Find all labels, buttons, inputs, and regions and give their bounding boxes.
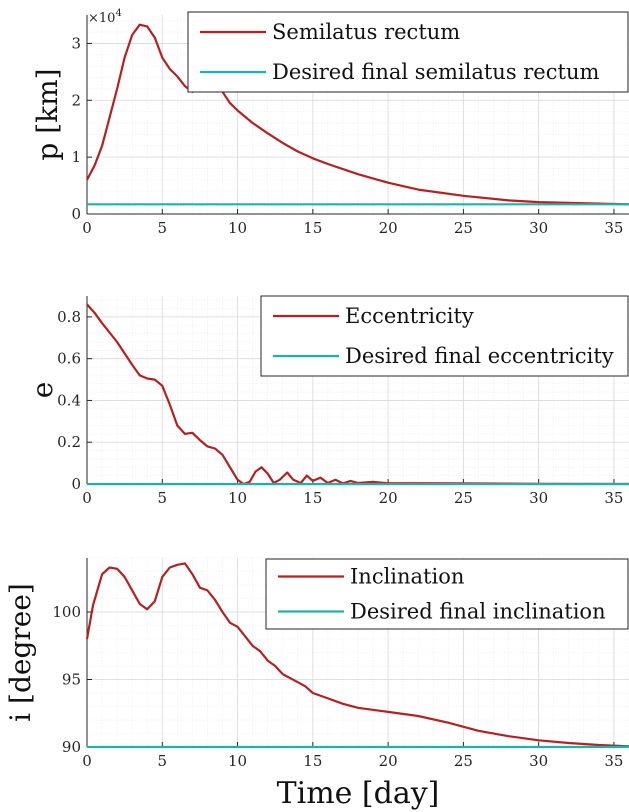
legend-entry: Desired final inclination — [350, 600, 606, 624]
x-tick-label: 30 — [529, 489, 548, 507]
y-axis-label: e — [26, 382, 59, 399]
exponent-power: 4 — [115, 8, 121, 19]
legend-box — [187, 11, 629, 93]
x-tick-label: 20 — [379, 752, 398, 770]
x-tick-label: 35 — [604, 219, 623, 237]
y-tick-label: 0 — [71, 475, 81, 493]
x-tick-label: 0 — [82, 489, 92, 507]
legend-entry: Inclination — [350, 565, 464, 589]
y-tick-label: 3 — [71, 34, 81, 52]
x-tick-label: 30 — [529, 219, 548, 237]
series-line-actual — [86, 303, 629, 486]
legend: Eccentricity Desired final eccentricity — [260, 295, 629, 377]
tick-labels: 0 5 10 15 20 25 30 35 90 95 100 — [52, 603, 623, 770]
x-axis-label: Time [day] — [277, 776, 440, 811]
legend: Semilatus rectum Desired final semilatus … — [187, 11, 629, 93]
y-tick-label: 0.4 — [57, 391, 81, 409]
x-tick-label: 20 — [379, 219, 398, 237]
y-tick-label: 2 — [71, 91, 81, 109]
x-tick-label: 25 — [454, 489, 473, 507]
y-tick-label: 90 — [62, 738, 81, 756]
x-tick-label: 15 — [303, 752, 322, 770]
y-tick-label: 0.8 — [57, 308, 81, 326]
x-tick-label: 25 — [454, 752, 473, 770]
y-tick-label: 0.6 — [57, 350, 81, 368]
legend-entry: Semilatus rectum — [272, 20, 460, 44]
exponent-base: ×10 — [88, 11, 115, 26]
y-axis-label: i [degree] — [4, 583, 37, 722]
x-tick-label: 5 — [158, 219, 168, 237]
panel-semilatus-rectum: 0 5 10 15 20 25 30 35 0 1 2 3 p [km] ×104 Semilatus… — [31, 8, 629, 237]
x-tick-label: 20 — [379, 489, 398, 507]
x-tick-label: 25 — [454, 219, 473, 237]
legend-entry: Desired final eccentricity — [345, 344, 614, 368]
legend: Inclination Desired final inclination — [265, 558, 629, 630]
panel-inclination: 0 5 10 15 20 25 30 35 90 95 100 i [degree] Inclina… — [4, 557, 629, 770]
x-tick-label: 10 — [228, 752, 247, 770]
x-tick-label: 10 — [228, 489, 247, 507]
x-tick-label: 15 — [303, 489, 322, 507]
series-group — [85, 562, 629, 749]
legend-box — [265, 558, 629, 630]
y-tick-label: 0 — [71, 205, 81, 223]
series-group — [86, 303, 629, 486]
y-tick-label: 1 — [71, 148, 81, 166]
y-tick-label: 100 — [52, 603, 81, 621]
x-tick-label: 35 — [604, 489, 623, 507]
y-tick-label: 0.2 — [57, 433, 81, 451]
legend-entry: Desired final semilatus rectum — [272, 60, 599, 84]
y-axis-label: p [km] — [31, 68, 64, 160]
axes — [86, 15, 629, 215]
x-tick-label: 10 — [228, 219, 247, 237]
x-tick-label: 0 — [82, 752, 92, 770]
tick-labels: 0 5 10 15 20 25 30 35 0 0.2 0.4 0.6 0.8 — [57, 308, 623, 507]
x-tick-label: 15 — [303, 219, 322, 237]
y-tick-label: 95 — [62, 671, 81, 689]
x-tick-label: 35 — [604, 752, 623, 770]
legend-box — [260, 295, 629, 377]
x-tick-label: 5 — [158, 752, 168, 770]
x-tick-label: 30 — [529, 752, 548, 770]
legend-entry: Eccentricity — [345, 304, 474, 328]
x-tick-label: 0 — [82, 219, 92, 237]
y-exponent-label: ×104 — [88, 8, 122, 26]
series-line-actual — [85, 562, 629, 748]
x-tick-label: 5 — [158, 489, 168, 507]
panel-eccentricity: 0 5 10 15 20 25 30 35 0 0.2 0.4 0.6 0.8 e Eccentrici… — [26, 295, 629, 507]
tick-labels: 0 5 10 15 20 25 30 35 0 1 2 3 — [71, 34, 623, 237]
